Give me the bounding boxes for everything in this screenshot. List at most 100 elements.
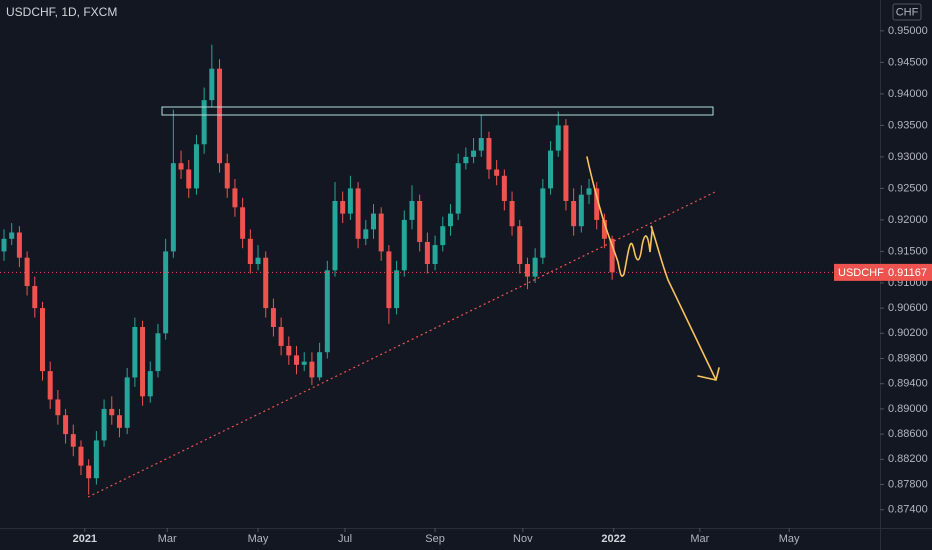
candle-body [401, 219, 407, 271]
candle-body [486, 137, 492, 170]
candle-body [347, 188, 353, 214]
candle-body [586, 188, 592, 195]
chart-title: USDCHF, 1D, FXCM [6, 5, 117, 19]
candle-body [132, 327, 138, 378]
y-tick-label: 0.90600 [888, 302, 928, 314]
candle-body [193, 144, 199, 189]
candle-body [501, 175, 507, 201]
y-tick-label: 0.93500 [888, 119, 928, 131]
candle-body [548, 150, 554, 189]
candle-body [447, 213, 453, 227]
candle-body [455, 163, 461, 214]
candle-body [70, 434, 76, 447]
candle-body [47, 371, 53, 400]
candle-body [178, 163, 184, 170]
candle-body [370, 213, 376, 230]
candle-body [478, 137, 484, 151]
candle-body [93, 440, 99, 479]
x-tick-label: May [248, 533, 269, 545]
candle-body [494, 169, 500, 176]
candle-body [509, 200, 515, 227]
last-price-box [834, 263, 932, 281]
y-tick-label: 0.94000 [888, 88, 928, 100]
candle-body [463, 156, 469, 164]
candle-body [109, 408, 115, 416]
candle-body [232, 188, 238, 208]
candle-body [255, 257, 261, 264]
candle-body [363, 229, 369, 239]
candle-body [270, 308, 276, 328]
y-tick-label: 0.87400 [888, 504, 928, 516]
last-price-label: 0.91167 [888, 267, 927, 279]
candle-body [1, 238, 7, 252]
candle-body [517, 226, 523, 264]
x-tick-label: Mar [690, 533, 709, 545]
candle-body [471, 150, 477, 157]
candle-body [240, 207, 246, 239]
candle-body [317, 352, 323, 378]
candle-body [147, 371, 153, 397]
candle-body [78, 446, 84, 466]
candle-body [309, 361, 315, 378]
y-tick-label: 0.92500 [888, 182, 928, 194]
candle-body [386, 251, 392, 309]
candle-body [140, 327, 146, 397]
y-tick-label: 0.93000 [888, 151, 928, 163]
candle-body [409, 200, 415, 220]
x-tick-label: Mar [158, 533, 177, 545]
currency-box[interactable] [892, 3, 922, 21]
y-tick-label: 0.88600 [888, 428, 928, 440]
candle-body [571, 200, 577, 227]
y-tick-label: 0.92000 [888, 214, 928, 226]
y-tick-label: 0.89000 [888, 403, 928, 415]
resistance-zone [161, 106, 714, 116]
currency-label[interactable]: CHF [896, 6, 919, 18]
y-tick-label: 0.91500 [888, 245, 928, 257]
candle-body [186, 169, 192, 189]
candle-body [563, 125, 569, 201]
projection-drawing [586, 156, 720, 381]
candle-body [294, 355, 300, 365]
candle-body [170, 163, 176, 252]
candle-body [524, 264, 530, 277]
candle-body [378, 213, 384, 252]
plot-area [0, 44, 880, 495]
candle-body [63, 415, 69, 435]
candle-body [394, 270, 400, 309]
candle-body [224, 163, 230, 189]
candle-body [324, 270, 330, 353]
y-tick-label: 0.88200 [888, 453, 928, 465]
candle-body [209, 68, 215, 101]
y-tick-label: 0.89800 [888, 352, 928, 364]
candle-body [9, 232, 15, 239]
candle-body [155, 333, 161, 372]
candle-body [340, 200, 346, 214]
candle-body [355, 188, 361, 239]
candle-body [278, 327, 284, 346]
candle-body [424, 241, 430, 264]
candle-body [247, 238, 253, 264]
candle-body [55, 399, 61, 416]
candle-body [555, 125, 561, 151]
candle-body [532, 257, 538, 277]
candle-body [16, 232, 22, 258]
y-tick-label: 0.89400 [888, 378, 928, 390]
x-tick-label: Sep [425, 533, 445, 545]
candle-body [124, 377, 130, 428]
candle-body [39, 308, 45, 372]
candle-body [217, 68, 223, 164]
candle-body [24, 257, 30, 287]
y-tick-label: 0.87800 [888, 478, 928, 490]
candle-body [101, 408, 107, 441]
candle-body [601, 219, 607, 239]
candle-body [201, 100, 207, 145]
x-tick-label: May [779, 533, 800, 545]
candle-body [594, 188, 600, 220]
candle-body [432, 245, 438, 264]
y-tick-label: 0.95000 [888, 25, 928, 37]
candle-body [609, 238, 615, 273]
candle-body [32, 286, 38, 309]
y-tick-label: 0.90200 [888, 327, 928, 339]
